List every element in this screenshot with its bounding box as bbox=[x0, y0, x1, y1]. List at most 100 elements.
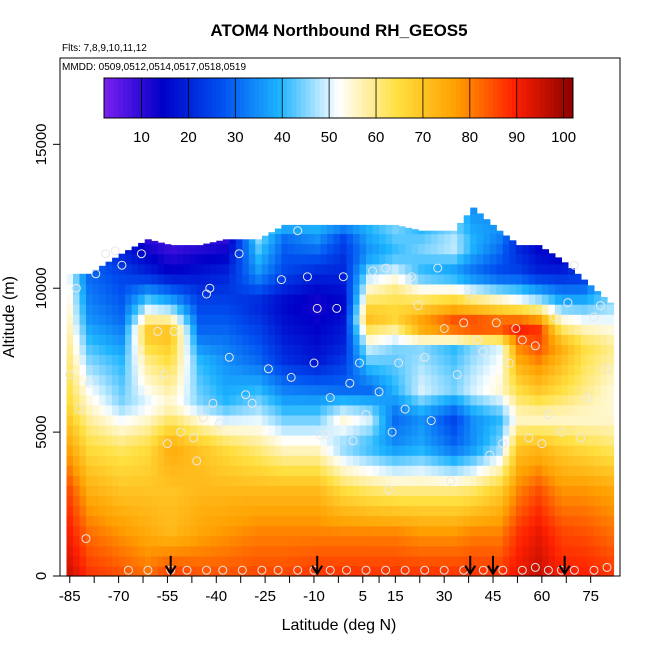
heatmap-cell bbox=[66, 324, 74, 335]
heatmap-cell bbox=[340, 565, 348, 577]
heatmap-cell bbox=[144, 404, 152, 416]
heatmap-cell bbox=[379, 535, 387, 547]
heatmap-cell bbox=[112, 344, 120, 355]
heatmap-cell bbox=[437, 515, 445, 527]
heatmap-cell bbox=[437, 485, 445, 497]
heatmap-cell bbox=[340, 455, 348, 466]
heatmap-cell bbox=[340, 253, 348, 265]
heatmap-cell bbox=[177, 384, 185, 396]
heatmap-cell bbox=[170, 344, 178, 355]
observation-point bbox=[361, 410, 371, 420]
heatmap-cell bbox=[118, 495, 126, 507]
heatmap-cell bbox=[444, 394, 452, 406]
heatmap-cell bbox=[528, 424, 536, 436]
heatmap-cell bbox=[209, 354, 217, 366]
heatmap-cell bbox=[242, 394, 250, 406]
observation-point bbox=[563, 298, 573, 308]
heatmap-cell bbox=[424, 314, 432, 325]
heatmap-cell bbox=[235, 515, 243, 527]
heatmap-cell bbox=[502, 374, 510, 386]
heatmap-cell bbox=[476, 525, 484, 537]
heatmap-cell bbox=[183, 374, 191, 386]
x-tick-label: -70 bbox=[108, 588, 130, 605]
heatmap-cell bbox=[431, 394, 439, 406]
heatmap-cell bbox=[209, 404, 217, 416]
observation-point bbox=[257, 565, 267, 575]
heatmap-cell bbox=[587, 334, 595, 345]
heatmap-cell bbox=[476, 233, 484, 245]
heatmap-cell bbox=[287, 465, 295, 476]
heatmap-cell bbox=[274, 324, 282, 335]
heatmap-cell bbox=[307, 555, 315, 567]
heatmap-cell bbox=[567, 384, 575, 396]
heatmap-cell bbox=[372, 435, 380, 446]
heatmap-cell bbox=[281, 404, 289, 416]
heatmap-cell bbox=[379, 324, 387, 335]
heatmap-cell bbox=[496, 485, 504, 497]
heatmap-cell bbox=[580, 414, 588, 426]
heatmap-cell bbox=[470, 294, 478, 305]
heatmap-cell bbox=[79, 555, 87, 567]
heatmap-cell bbox=[190, 414, 198, 426]
heatmap-cell bbox=[314, 243, 322, 255]
heatmap-cell bbox=[327, 565, 335, 577]
heatmap-cell bbox=[437, 394, 445, 406]
heatmap-cell bbox=[463, 404, 471, 416]
heatmap-cell bbox=[372, 374, 380, 386]
heatmap-cell bbox=[144, 445, 152, 456]
heatmap-cell bbox=[607, 424, 615, 436]
heatmap-cell bbox=[268, 545, 276, 557]
heatmap-cell bbox=[463, 495, 471, 507]
heatmap-cell bbox=[496, 253, 504, 265]
heatmap-cell bbox=[170, 253, 178, 265]
heatmap-cell bbox=[144, 455, 152, 466]
heatmap-cell bbox=[366, 233, 374, 245]
heatmap-cell bbox=[522, 485, 530, 497]
heatmap-cell bbox=[476, 545, 484, 557]
colorbar-swatch bbox=[469, 78, 476, 118]
heatmap-cell bbox=[73, 435, 81, 446]
heatmap-cell bbox=[190, 485, 198, 497]
heatmap-cell bbox=[327, 394, 335, 406]
heatmap-cell bbox=[372, 334, 380, 345]
heatmap-cell bbox=[515, 404, 523, 416]
x-tick-label: -10 bbox=[303, 588, 325, 605]
heatmap-cell bbox=[151, 240, 159, 245]
heatmap-cell bbox=[268, 374, 276, 386]
heatmap-cell bbox=[216, 435, 224, 446]
heatmap-cell bbox=[268, 414, 276, 426]
heatmap-cell bbox=[411, 294, 419, 305]
heatmap-cell bbox=[366, 253, 374, 265]
observation-point bbox=[263, 364, 273, 374]
heatmap-cell bbox=[444, 243, 452, 255]
heatmap-cell bbox=[476, 243, 484, 255]
heatmap-cell bbox=[483, 535, 491, 547]
heatmap-cell bbox=[496, 465, 504, 476]
heatmap-cell bbox=[131, 394, 139, 406]
heatmap-cell bbox=[294, 314, 302, 325]
heatmap-cell bbox=[314, 455, 322, 466]
heatmap-cell bbox=[554, 374, 562, 386]
heatmap-cell bbox=[580, 505, 588, 517]
heatmap-cell bbox=[86, 565, 94, 577]
heatmap-cell bbox=[131, 485, 139, 497]
observation-points bbox=[65, 226, 612, 575]
heatmap-cell bbox=[574, 294, 582, 305]
heatmap-cell bbox=[444, 525, 452, 537]
observation-point bbox=[368, 266, 378, 276]
heatmap-cell bbox=[255, 485, 263, 497]
heatmap-cell bbox=[385, 364, 393, 376]
heatmap-cell bbox=[177, 263, 185, 275]
heatmap-cell bbox=[333, 505, 341, 517]
heatmap-cell bbox=[379, 545, 387, 557]
heatmap-cell bbox=[183, 445, 191, 456]
heatmap-cell bbox=[164, 394, 172, 406]
heatmap-cell bbox=[535, 545, 543, 557]
heatmap-cell bbox=[268, 384, 276, 396]
heatmap-cell bbox=[99, 414, 107, 426]
heatmap-cell bbox=[411, 354, 419, 366]
heatmap-cell bbox=[222, 334, 230, 345]
heatmap-cell bbox=[457, 565, 465, 577]
heatmap-cell bbox=[379, 253, 387, 265]
heatmap-cell bbox=[483, 334, 491, 345]
